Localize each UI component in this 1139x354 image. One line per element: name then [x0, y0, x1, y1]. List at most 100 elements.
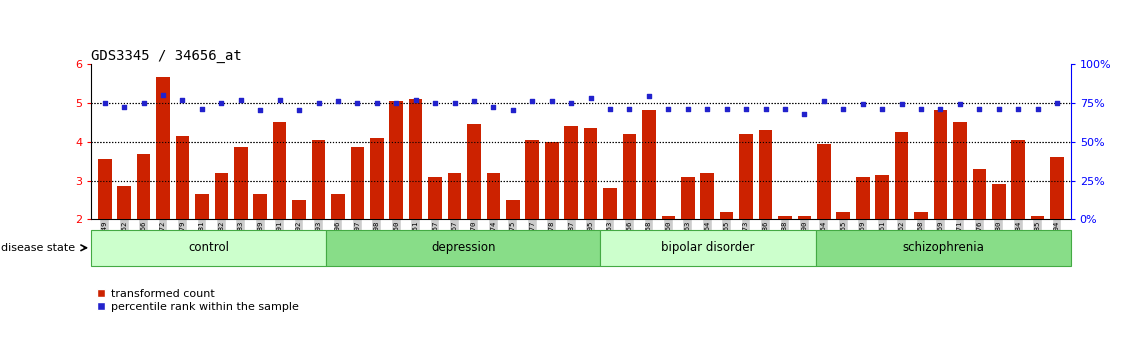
Point	[621, 106, 639, 112]
Point	[1029, 106, 1047, 112]
Point	[503, 108, 522, 113]
Bar	[720, 212, 734, 219]
Legend: transformed count, percentile rank within the sample: transformed count, percentile rank withi…	[97, 289, 300, 312]
Point	[542, 98, 560, 104]
Bar	[700, 173, 714, 219]
Point	[756, 106, 775, 112]
Point	[387, 100, 405, 105]
Point	[814, 98, 833, 104]
Point	[853, 101, 871, 107]
Bar	[506, 200, 519, 219]
Point	[970, 106, 989, 112]
Bar	[117, 186, 131, 219]
Point	[893, 101, 911, 107]
Text: GDS3345 / 34656_at: GDS3345 / 34656_at	[91, 49, 241, 63]
Point	[173, 97, 191, 102]
Point	[679, 106, 697, 112]
Point	[368, 100, 386, 105]
Point	[310, 100, 328, 105]
Bar	[584, 128, 598, 219]
Point	[601, 106, 620, 112]
Bar	[544, 142, 558, 219]
Bar	[331, 194, 345, 219]
Bar	[1011, 140, 1025, 219]
Text: depression: depression	[431, 241, 495, 254]
Bar	[326, 230, 600, 266]
Bar	[895, 132, 909, 219]
Point	[426, 100, 444, 105]
Point	[698, 106, 716, 112]
Point	[872, 106, 891, 112]
Point	[523, 98, 541, 104]
Text: disease state: disease state	[1, 243, 75, 253]
Point	[737, 106, 755, 112]
Point	[912, 106, 931, 112]
Bar	[156, 78, 170, 219]
Point	[115, 104, 133, 110]
Bar	[816, 230, 1071, 266]
Point	[1048, 100, 1066, 105]
Point	[212, 100, 230, 105]
Point	[951, 101, 969, 107]
Bar	[992, 184, 1006, 219]
Point	[231, 97, 249, 102]
Bar	[253, 194, 267, 219]
Bar	[370, 138, 384, 219]
Point	[290, 108, 309, 113]
Bar	[312, 140, 326, 219]
Point	[990, 106, 1008, 112]
Point	[134, 100, 153, 105]
Bar	[797, 216, 811, 219]
Bar	[293, 200, 306, 219]
Point	[154, 92, 172, 98]
Point	[407, 97, 425, 102]
Point	[445, 100, 464, 105]
Bar	[973, 169, 986, 219]
Point	[192, 106, 211, 112]
Bar	[448, 173, 461, 219]
Bar	[98, 159, 112, 219]
Point	[251, 108, 269, 113]
Bar	[953, 122, 967, 219]
Point	[329, 98, 347, 104]
Bar	[836, 212, 850, 219]
Point	[582, 95, 600, 101]
Bar	[876, 175, 888, 219]
Point	[659, 106, 678, 112]
Bar	[604, 188, 617, 219]
Bar	[1031, 216, 1044, 219]
Point	[465, 98, 483, 104]
Point	[834, 106, 852, 112]
Bar	[233, 148, 247, 219]
Bar	[759, 130, 772, 219]
Text: schizophrenia: schizophrenia	[902, 241, 984, 254]
Bar	[934, 110, 948, 219]
Bar	[739, 134, 753, 219]
Bar	[623, 134, 637, 219]
Bar	[390, 101, 403, 219]
Bar	[467, 124, 481, 219]
Point	[271, 97, 289, 102]
Bar	[409, 99, 423, 219]
Bar	[1050, 157, 1064, 219]
Point	[349, 100, 367, 105]
Bar	[214, 173, 228, 219]
Bar	[175, 136, 189, 219]
Bar	[195, 194, 208, 219]
Point	[96, 100, 114, 105]
Bar	[662, 216, 675, 219]
Bar	[525, 140, 539, 219]
Point	[640, 93, 658, 99]
Text: bipolar disorder: bipolar disorder	[662, 241, 755, 254]
Bar	[915, 212, 928, 219]
Bar	[137, 154, 150, 219]
Bar	[486, 173, 500, 219]
Point	[795, 111, 813, 116]
Point	[932, 106, 950, 112]
Point	[562, 100, 580, 105]
Bar	[817, 144, 830, 219]
Text: control: control	[188, 241, 229, 254]
Bar	[273, 122, 286, 219]
Bar	[600, 230, 816, 266]
Point	[776, 106, 794, 112]
